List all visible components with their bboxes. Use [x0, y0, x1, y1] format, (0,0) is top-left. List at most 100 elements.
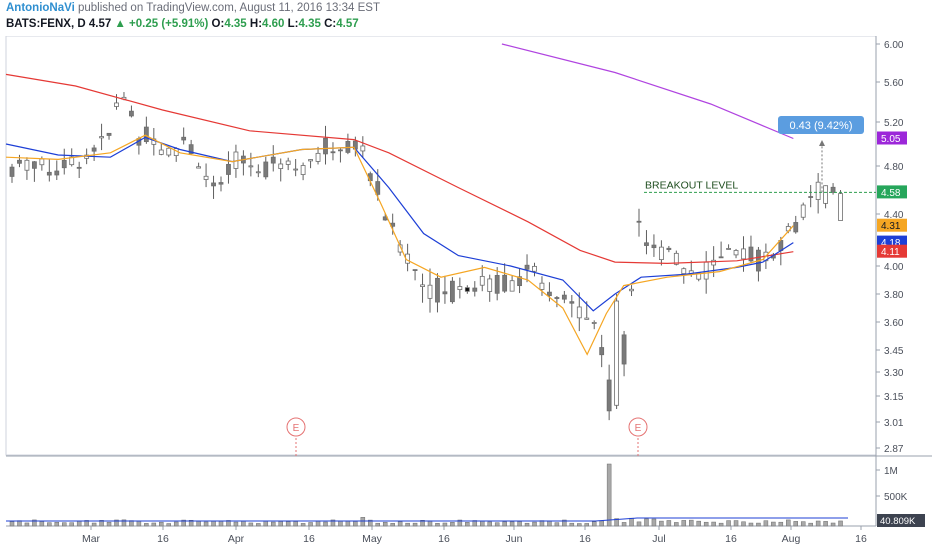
volume-bar: [838, 520, 843, 527]
candle-body: [502, 274, 508, 292]
candle-body: [188, 144, 194, 154]
volume-bar: [569, 522, 575, 527]
candle-body: [360, 145, 366, 152]
price-badge: [877, 131, 907, 145]
price-tick-label: 6.00: [884, 40, 904, 51]
candle-body: [76, 166, 82, 169]
volume-bar: [726, 520, 731, 527]
volume-bar: [494, 522, 500, 527]
volume-bar: [136, 520, 142, 527]
volume-tick-label: 500K: [884, 492, 908, 503]
volume-bar: [771, 521, 776, 527]
time-tick-label: Aug: [782, 533, 801, 545]
measure-box: [778, 116, 864, 134]
volume-bar: [696, 520, 701, 527]
volume-bar: [338, 520, 343, 527]
volume-bar: [532, 521, 537, 527]
volume-bar: [300, 523, 306, 527]
candle-body: [61, 159, 67, 169]
volume-bar: [420, 520, 425, 527]
price-badge-label: 4.58: [881, 188, 901, 199]
volume-bar: [733, 520, 739, 527]
candle-body: [629, 288, 634, 292]
volume-bar: [121, 519, 127, 527]
candle-body: [696, 272, 702, 280]
candle-body: [487, 278, 493, 292]
volume-bar: [159, 521, 164, 527]
volume-bar: [502, 521, 507, 527]
volume-bar: [800, 521, 806, 527]
close-label: C:: [324, 18, 337, 30]
volume-bar: [815, 520, 821, 527]
candle-body: [420, 284, 425, 287]
candle-body: [106, 132, 112, 136]
price-tick-label: 3.01: [884, 418, 904, 429]
volume-bar: [435, 523, 440, 527]
candle-body: [576, 306, 582, 319]
price-badge-label: 4.11: [881, 247, 900, 258]
volume-bar: [226, 520, 231, 527]
volume-bar: [173, 521, 179, 527]
candle-body: [24, 159, 30, 171]
volume-bar: [524, 522, 530, 527]
symbol-label[interactable]: BATS:FENX, D: [6, 18, 86, 30]
candle-body: [9, 166, 15, 177]
volume-bar: [271, 521, 276, 527]
volume-bar: [54, 521, 60, 527]
candle-body: [569, 301, 575, 304]
candle-body: [54, 170, 60, 176]
candle-body: [427, 284, 433, 299]
volume-bar: [584, 523, 589, 527]
volume-bar: [427, 520, 433, 527]
candle-body: [472, 287, 478, 292]
candle-body: [509, 280, 515, 292]
volume-badge: [877, 514, 925, 527]
volume-bar: [457, 519, 463, 527]
candle-body: [651, 244, 657, 249]
volume-bar: [166, 523, 171, 527]
candle-body: [166, 147, 172, 156]
volume-bar: [651, 518, 657, 527]
candles-group: [9, 92, 843, 421]
candle-body: [547, 291, 552, 297]
time-tick-label: 16: [579, 533, 591, 545]
candle-body: [673, 252, 679, 265]
volume-bar: [278, 521, 283, 527]
volume-bar: [181, 519, 186, 527]
candle-body: [203, 175, 209, 180]
candle-body: [479, 275, 485, 286]
candle-body: [435, 277, 440, 303]
author-link[interactable]: AntonioNaVi: [6, 2, 75, 14]
candle-body: [808, 196, 814, 198]
candle-body: [539, 282, 545, 290]
candle-body: [46, 171, 52, 176]
price-tick-label: 3.80: [884, 290, 904, 301]
volume-bar: [547, 520, 552, 527]
high-label: H:: [249, 18, 263, 30]
earnings-marker-icon: [628, 417, 648, 437]
volume-bar: [241, 520, 246, 527]
price-badge-label: 4.18: [881, 238, 901, 249]
volume-bar: [681, 520, 687, 527]
volume-bar: [629, 517, 634, 527]
chart-header: AntonioNaVi published on TradingView.com…: [0, 0, 932, 36]
volume-bar: [24, 522, 30, 527]
volume-bar: [263, 520, 269, 527]
publish-line: AntonioNaVi published on TradingView.com…: [6, 2, 380, 14]
candle-body: [621, 334, 627, 365]
volume-bar: [480, 520, 485, 527]
candle-body: [703, 261, 709, 280]
volume-bar: [144, 523, 149, 527]
volume-bar: [487, 521, 492, 527]
volume-tick-label: 1M: [884, 466, 898, 477]
candle-body: [823, 185, 829, 204]
candle-body: [323, 137, 328, 155]
volume-bar: [308, 522, 313, 527]
price-chart[interactable]: 6.00 5.60 5.20 4.80 4.40 4.00 3.80 3.60 3.45 3.30…: [0, 36, 932, 550]
volume-bar: [786, 519, 791, 527]
volume-bar: [636, 521, 642, 527]
candle-body: [606, 379, 612, 412]
candle-body: [338, 149, 343, 152]
volume-bar: [659, 520, 664, 527]
candle-body: [308, 159, 313, 162]
